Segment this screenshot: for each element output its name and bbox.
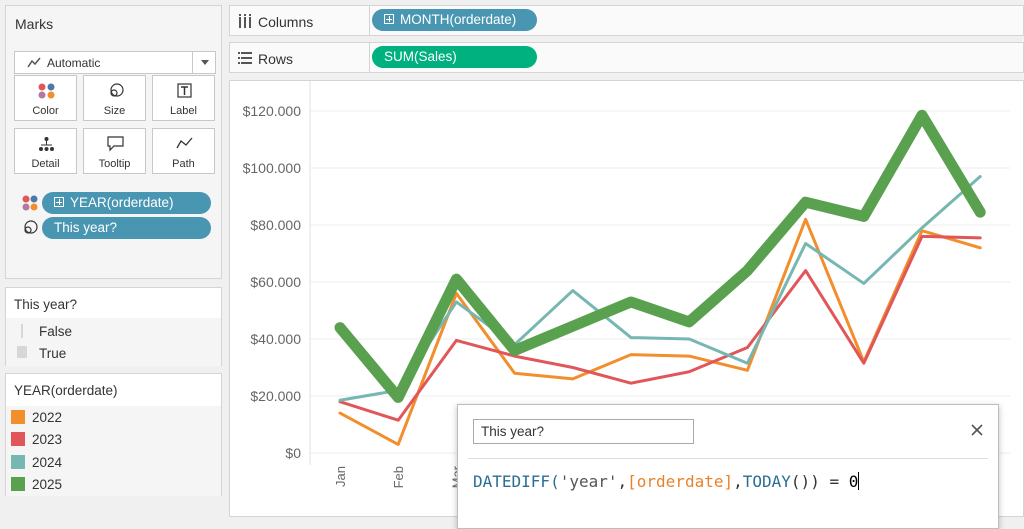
legend-item-2025[interactable]: 2025 — [32, 477, 63, 492]
legend-item-2022[interactable]: 2022 — [32, 410, 63, 425]
series-line-2024[interactable] — [338, 175, 982, 402]
rows-shelf[interactable]: Rows SUM(Sales) — [229, 42, 1024, 73]
size-icon — [24, 220, 38, 234]
this-year-legend: This year? False True — [5, 287, 222, 366]
legend-title: This year? — [14, 297, 78, 312]
formula-token: [orderdate] — [627, 472, 734, 491]
swatch-2022 — [11, 410, 25, 424]
rows-label: Rows — [258, 51, 294, 67]
size-button[interactable]: Size — [83, 75, 146, 121]
detail-icon — [39, 137, 54, 151]
x-tick-label: Jan — [333, 466, 348, 487]
size-button-label: Size — [103, 105, 126, 117]
marks-title: Marks — [15, 16, 54, 32]
path-button-label: Path — [172, 158, 195, 170]
x-tick-label: Feb — [391, 466, 406, 488]
y-tick-label: $40.000 — [250, 331, 301, 347]
columns-shelf[interactable]: Columns MONTH(orderdate) — [229, 5, 1024, 36]
size-icon — [110, 83, 124, 97]
formula-token: TODAY — [742, 472, 791, 491]
tooltip-icon — [107, 136, 124, 152]
expand-icon[interactable] — [54, 197, 64, 207]
swatch-2025 — [11, 477, 25, 491]
pill-label: SUM(Sales) — [384, 49, 457, 64]
path-button[interactable]: Path — [152, 128, 215, 174]
y-tick-label: $0 — [285, 445, 301, 461]
legend-item-2024[interactable]: 2024 — [32, 455, 63, 470]
marks-card: Marks Automatic Color Size Label Detail — [5, 5, 222, 279]
y-tick-label: $60.000 — [250, 274, 301, 290]
pill-label: MONTH(orderdate) — [400, 12, 517, 27]
label-button-label: Label — [170, 105, 197, 117]
formula-token: 0 — [848, 472, 859, 491]
calculation-editor: This year? DATEDIFF('year',[orderdate],T… — [457, 404, 999, 529]
tooltip-button-label: Tooltip — [98, 158, 131, 170]
sum-sales-pill[interactable]: SUM(Sales) — [372, 46, 537, 68]
expand-icon[interactable] — [384, 14, 394, 24]
tooltip-button[interactable]: Tooltip — [83, 128, 146, 174]
color-button[interactable]: Color — [14, 75, 77, 121]
legend-item-false[interactable]: False — [39, 324, 73, 339]
detail-button[interactable]: Detail — [14, 128, 77, 174]
year-legend: YEAR(orderdate) 2022 2023 2024 2025 — [5, 373, 222, 496]
path-icon — [176, 137, 193, 149]
formula-editor[interactable]: DATEDIFF('year',[orderdate],TODAY()) = 0 — [473, 472, 860, 491]
rows-icon — [238, 52, 252, 64]
swatch-2023 — [11, 432, 25, 446]
formula-token: , — [617, 472, 628, 491]
color-icon — [22, 195, 38, 211]
this-year-pill[interactable]: This year? — [42, 217, 211, 239]
chevron-down-icon[interactable] — [201, 60, 209, 65]
y-tick-label: $80.000 — [250, 217, 301, 233]
formula-token: 'year' — [559, 472, 618, 491]
legend-item-true[interactable]: True — [39, 346, 67, 361]
size-swatch-false — [21, 324, 23, 338]
detail-button-label: Detail — [31, 158, 60, 170]
y-tick-label: $120.000 — [243, 103, 302, 119]
close-icon[interactable] — [969, 422, 985, 438]
text-label-icon — [177, 83, 192, 98]
color-button-label: Color — [32, 105, 59, 117]
legend-item-2023[interactable]: 2023 — [32, 432, 63, 447]
label-button[interactable]: Label — [152, 75, 215, 121]
formula-token: , — [733, 472, 743, 491]
pill-label: This year? — [54, 220, 118, 235]
calc-name-field[interactable]: This year? — [473, 419, 694, 444]
month-orderdate-pill[interactable]: MONTH(orderdate) — [372, 9, 537, 31]
series-line-2025[interactable] — [334, 109, 986, 403]
formula-token: DATEDIFF( — [473, 472, 560, 491]
columns-label: Columns — [258, 14, 314, 30]
y-tick-label: $100.000 — [243, 160, 302, 176]
text-cursor — [858, 472, 860, 490]
y-tick-label: $20.000 — [250, 388, 301, 404]
series-line-2023[interactable] — [338, 234, 982, 422]
color-icon — [38, 83, 55, 99]
swatch-2024 — [11, 455, 25, 469]
formula-token: ()) = — [790, 472, 849, 491]
mark-type-label: Automatic — [47, 56, 101, 70]
columns-icon — [239, 14, 251, 28]
legend-title: YEAR(orderdate) — [14, 383, 118, 398]
mark-type-dropdown[interactable]: Automatic — [14, 51, 216, 74]
size-swatch-true — [17, 346, 27, 358]
pill-label: YEAR(orderdate) — [70, 195, 174, 210]
year-orderdate-pill[interactable]: YEAR(orderdate) — [42, 192, 211, 214]
line-chart-icon — [27, 57, 41, 68]
